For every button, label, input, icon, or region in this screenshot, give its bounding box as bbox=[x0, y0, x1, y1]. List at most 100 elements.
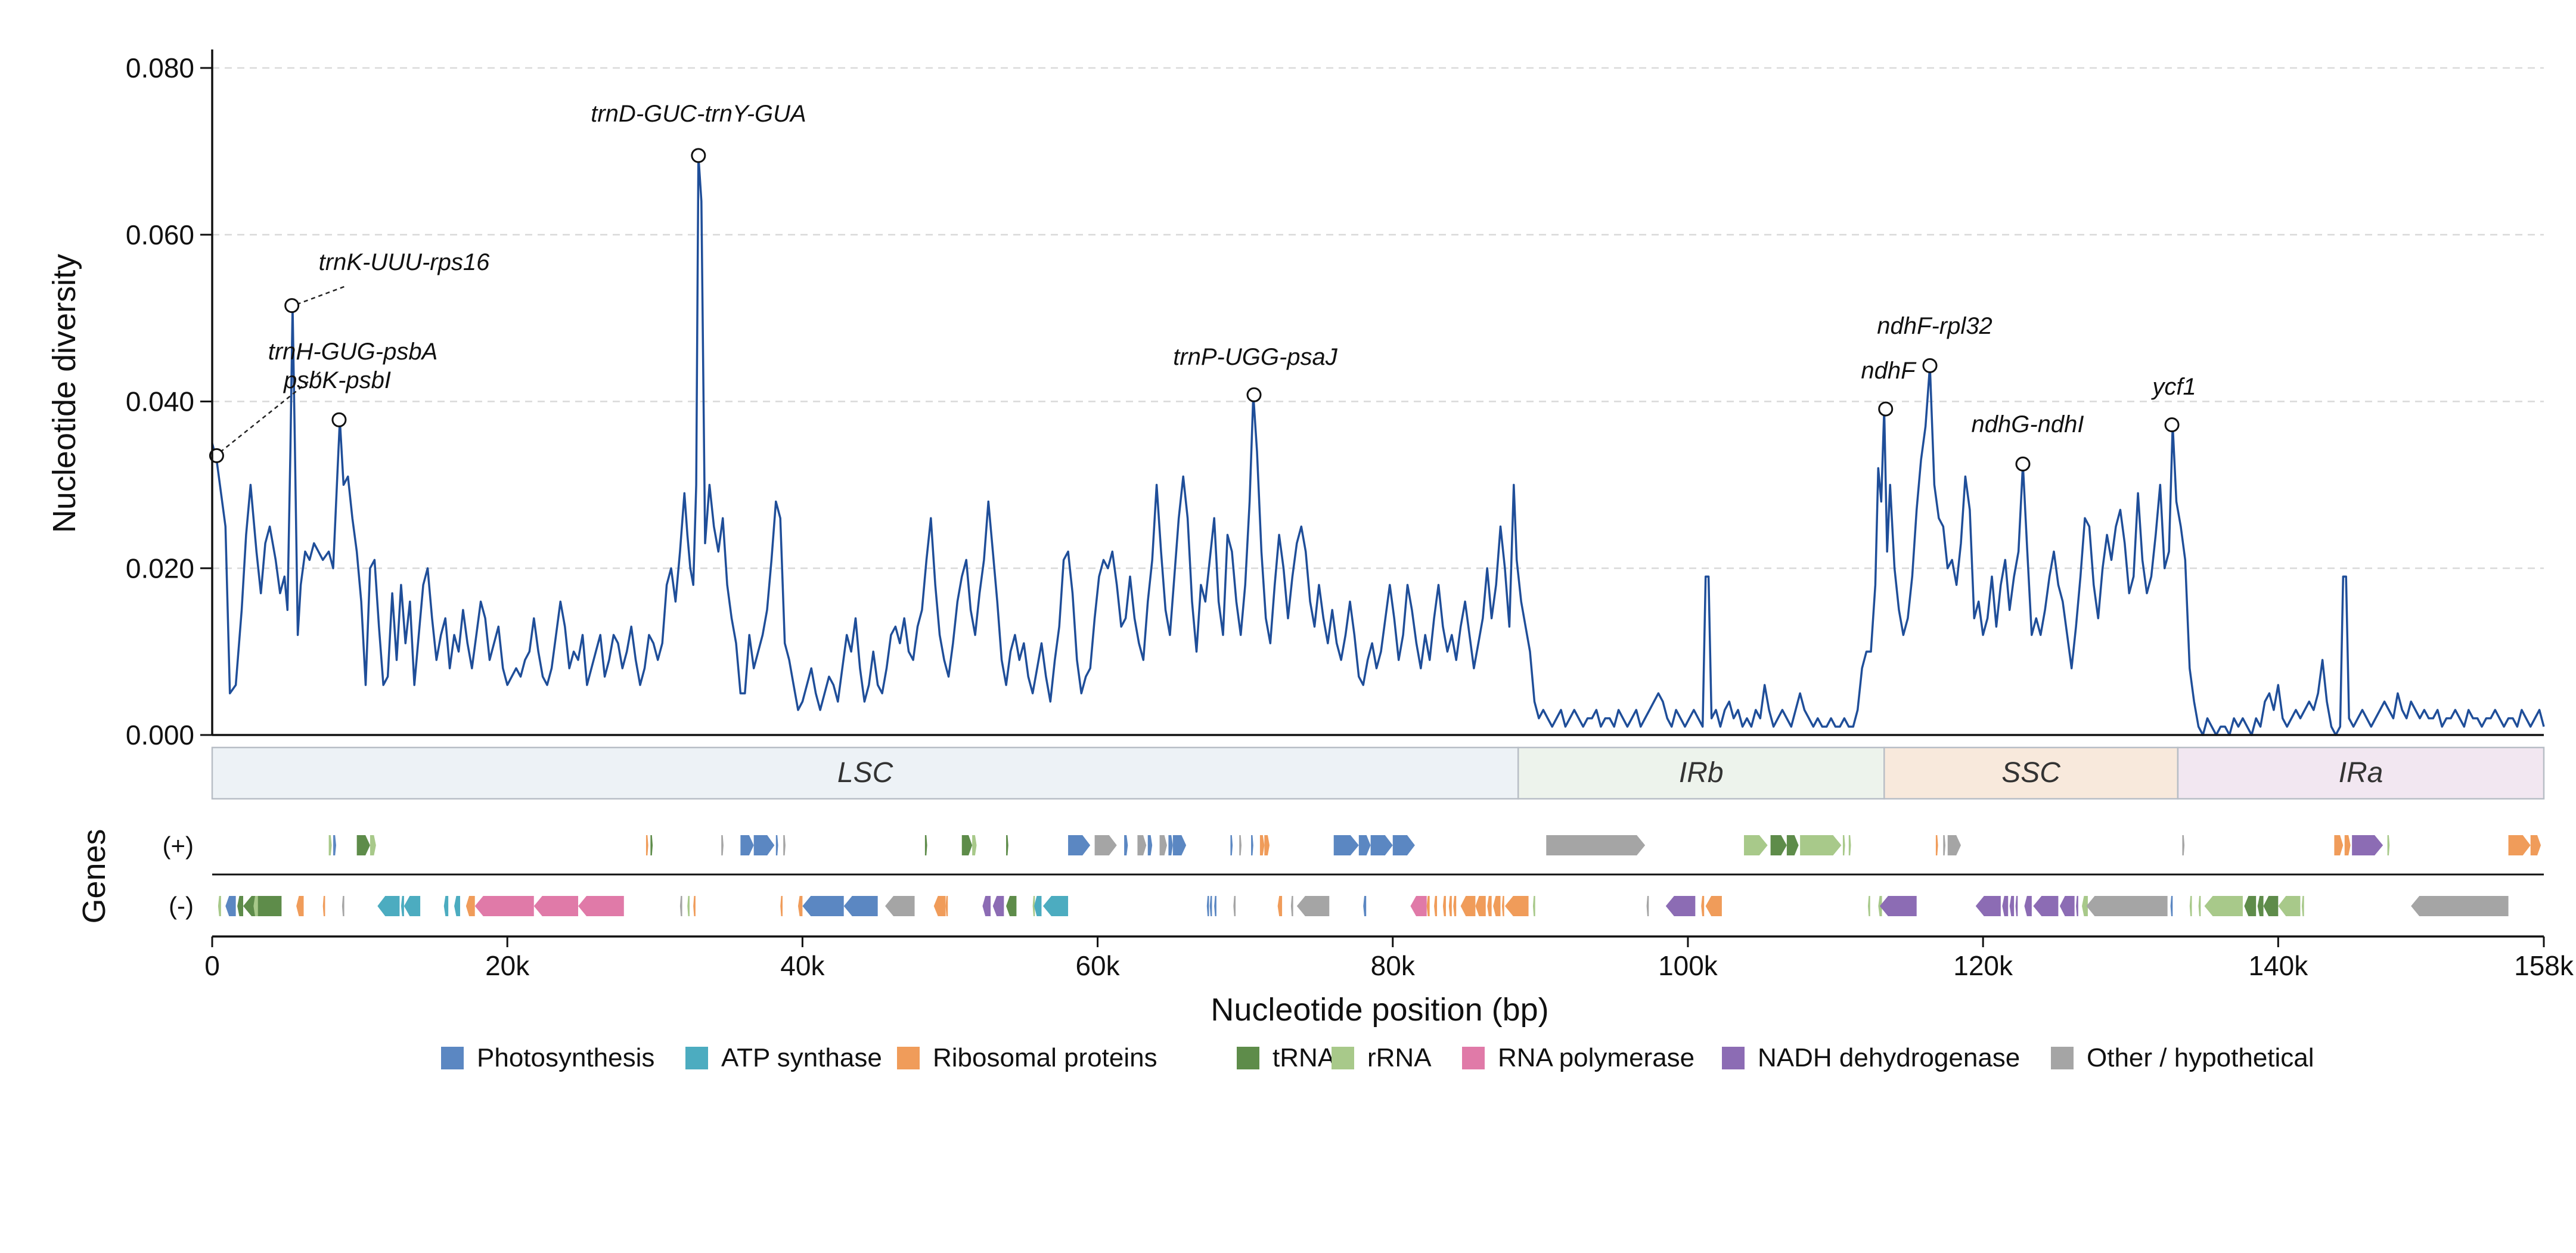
peak-label: trnP-UGG-psaJ bbox=[1173, 344, 1338, 370]
region-label: IRa bbox=[2339, 757, 2383, 789]
gene-minus bbox=[687, 896, 690, 916]
gene-minus bbox=[1665, 896, 1696, 916]
gene-minus bbox=[885, 896, 915, 916]
gene-plus bbox=[1947, 835, 1961, 855]
gene-minus bbox=[1214, 896, 1216, 916]
gene-minus bbox=[982, 896, 991, 916]
gene-minus bbox=[1868, 896, 1870, 916]
peak-label: trnD-GUC-trnY-GUA bbox=[591, 101, 806, 127]
gene-plus bbox=[2387, 835, 2390, 855]
y-tick-label: 0.040 bbox=[126, 386, 194, 417]
gene-plus bbox=[1786, 835, 1799, 855]
x-tick-label: 40k bbox=[780, 950, 825, 981]
legend-label: Photosynthesis bbox=[477, 1043, 654, 1072]
gene-plus bbox=[1251, 835, 1253, 855]
gene-minus bbox=[1453, 896, 1457, 916]
diversity-line bbox=[211, 154, 2545, 736]
gene-minus bbox=[1487, 896, 1492, 916]
gene-minus bbox=[2263, 896, 2279, 916]
peak-marker bbox=[691, 148, 706, 163]
peak-marker bbox=[1878, 401, 1894, 417]
gene-minus bbox=[693, 896, 696, 916]
y-tick-label: 0.020 bbox=[126, 553, 194, 584]
peak-marker bbox=[2164, 417, 2180, 433]
gene-plus bbox=[753, 835, 775, 855]
gene-minus bbox=[1006, 896, 1017, 916]
y-tick-label: 0.000 bbox=[126, 719, 194, 750]
gene-plus bbox=[1124, 835, 1128, 855]
peak-marker bbox=[1246, 387, 1262, 402]
gene-plus bbox=[2182, 835, 2185, 855]
peak-marker bbox=[331, 412, 347, 427]
plus-strand-label: (+) bbox=[163, 832, 194, 860]
legend-swatch bbox=[441, 1047, 464, 1069]
gene-minus bbox=[843, 896, 878, 916]
legend-swatch bbox=[1237, 1047, 1259, 1069]
gene-plus bbox=[1259, 835, 1265, 855]
diversity-plot-area bbox=[211, 154, 2545, 736]
x-tick-label: 100k bbox=[1658, 950, 1718, 981]
x-tick-label: 80k bbox=[1371, 950, 1416, 981]
gene-minus bbox=[992, 896, 1004, 916]
gene-plus bbox=[1264, 835, 1270, 855]
gene-minus bbox=[218, 896, 221, 916]
gene-minus bbox=[342, 896, 344, 916]
gene-plus bbox=[1800, 835, 1842, 855]
gene-plus bbox=[1230, 835, 1233, 855]
peak-label: ndhG-ndhI bbox=[1971, 411, 2084, 438]
gene-minus bbox=[1290, 896, 1293, 916]
legend-swatch bbox=[1332, 1047, 1354, 1069]
gene-minus bbox=[1042, 896, 1069, 916]
region-box-lsc bbox=[211, 746, 1519, 800]
gene-plus bbox=[1370, 835, 1393, 855]
gene-minus bbox=[1032, 896, 1035, 916]
gene-minus bbox=[2033, 896, 2059, 916]
gene-minus bbox=[945, 896, 948, 916]
gene-minus bbox=[2002, 896, 2009, 916]
gene-minus bbox=[1975, 896, 2001, 916]
legend-label: RNA polymerase bbox=[1498, 1043, 1694, 1072]
legend-swatch bbox=[897, 1047, 920, 1069]
gene-plus bbox=[1935, 835, 1938, 855]
x-tick-label: 158k bbox=[2514, 950, 2574, 981]
gene-minus bbox=[1434, 896, 1438, 916]
gene-minus bbox=[2278, 896, 2301, 916]
gene-minus bbox=[1879, 896, 1917, 916]
x-tick-label: 140k bbox=[2248, 950, 2308, 981]
legend-label: ATP synthase bbox=[721, 1043, 882, 1072]
gene-minus bbox=[2059, 896, 2075, 916]
gene-minus bbox=[2086, 896, 2168, 916]
gene-minus bbox=[933, 896, 946, 916]
x-tick-label: 60k bbox=[1075, 950, 1120, 981]
gene-minus bbox=[1705, 896, 1722, 916]
gene-plus bbox=[645, 835, 648, 855]
gene-plus bbox=[1744, 835, 1768, 855]
gene-plus bbox=[2334, 835, 2344, 855]
gene-plus bbox=[1842, 835, 1845, 855]
gene-plus bbox=[961, 835, 973, 855]
gene-plus bbox=[721, 835, 724, 855]
gene-minus bbox=[1701, 896, 1705, 916]
gene-plus bbox=[2508, 835, 2531, 855]
region-label: LSC bbox=[837, 757, 893, 789]
leader-line bbox=[219, 370, 322, 453]
peak-label: psbK-psbI bbox=[283, 367, 391, 393]
gene-plus bbox=[333, 835, 336, 855]
region-track: LSC IRb SSC IRa bbox=[211, 746, 2545, 800]
gene-plus bbox=[356, 835, 370, 855]
gene-minus bbox=[1448, 896, 1452, 916]
gene-plus bbox=[1358, 835, 1371, 855]
gene-plus bbox=[1770, 835, 1787, 855]
legend-swatch bbox=[1722, 1047, 1745, 1069]
legend-label: NADH dehydrogenase bbox=[1758, 1043, 2020, 1072]
gene-minus bbox=[797, 896, 803, 916]
region-label: IRb bbox=[1679, 757, 1724, 789]
minus-strand-label: (-) bbox=[169, 892, 194, 920]
gene-minus bbox=[2076, 896, 2078, 916]
region-box-ssc bbox=[1883, 746, 2179, 800]
region-box-ira bbox=[2177, 746, 2545, 800]
legend-label: Other / hypothetical bbox=[2087, 1043, 2314, 1072]
gene-minus bbox=[2204, 896, 2243, 916]
